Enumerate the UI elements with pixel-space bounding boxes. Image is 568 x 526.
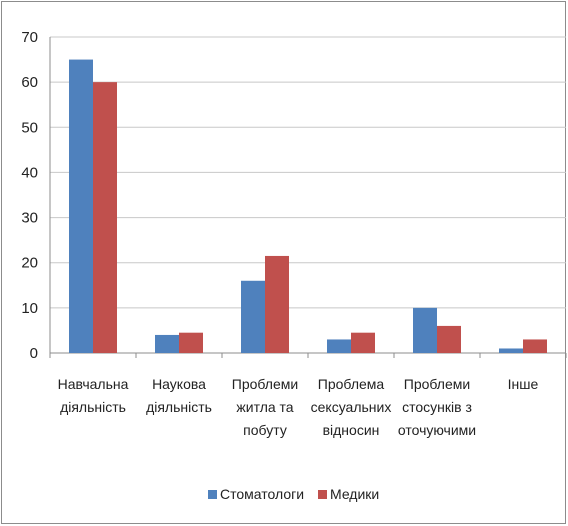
x-category-label: діяльність xyxy=(146,399,212,415)
legend-label: Стоматологи xyxy=(220,486,304,502)
legend-swatch xyxy=(318,490,327,499)
x-category-label: оточуючими xyxy=(398,422,476,438)
x-category-label: житла та xyxy=(236,399,293,415)
bar-stomatology xyxy=(499,348,523,353)
x-category-label: Навчальна xyxy=(58,376,129,392)
bar-medics xyxy=(265,255,289,353)
bar-stomatology xyxy=(155,334,179,353)
y-tick-label: 30 xyxy=(21,210,38,227)
y-tick-label: 10 xyxy=(21,300,38,317)
x-category-label: Інше xyxy=(508,376,539,392)
x-category-label: діяльність xyxy=(60,399,126,415)
bar-medics xyxy=(437,325,461,353)
bar-stomatology xyxy=(413,307,437,353)
x-category-label: Проблеми xyxy=(232,376,298,392)
legend-swatch xyxy=(208,490,217,499)
y-tick-label: 70 xyxy=(21,29,38,46)
x-category-label: відносин xyxy=(323,422,380,438)
legend-label: Медики xyxy=(330,486,379,502)
bar-stomatology xyxy=(69,59,93,353)
x-category-label: побуту xyxy=(243,422,287,438)
bar-medics xyxy=(523,339,547,353)
y-tick-label: 40 xyxy=(21,164,38,181)
y-tick-label: 50 xyxy=(21,119,38,136)
bar-medics xyxy=(93,82,117,354)
x-category-label: Проблеми xyxy=(404,376,470,392)
bar-stomatology xyxy=(327,339,351,353)
y-tick-label: 60 xyxy=(21,74,38,91)
y-tick-label: 0 xyxy=(30,345,38,362)
x-category-label: стосунків з xyxy=(402,399,472,415)
y-tick-label: 20 xyxy=(21,255,38,272)
bar-medics xyxy=(179,332,203,353)
x-category-label: сексуальних xyxy=(311,399,392,415)
x-category-label: Наукова xyxy=(152,376,206,392)
bar-medics xyxy=(351,332,375,353)
bar-stomatology xyxy=(241,280,265,353)
x-category-label: Проблема xyxy=(318,376,385,392)
